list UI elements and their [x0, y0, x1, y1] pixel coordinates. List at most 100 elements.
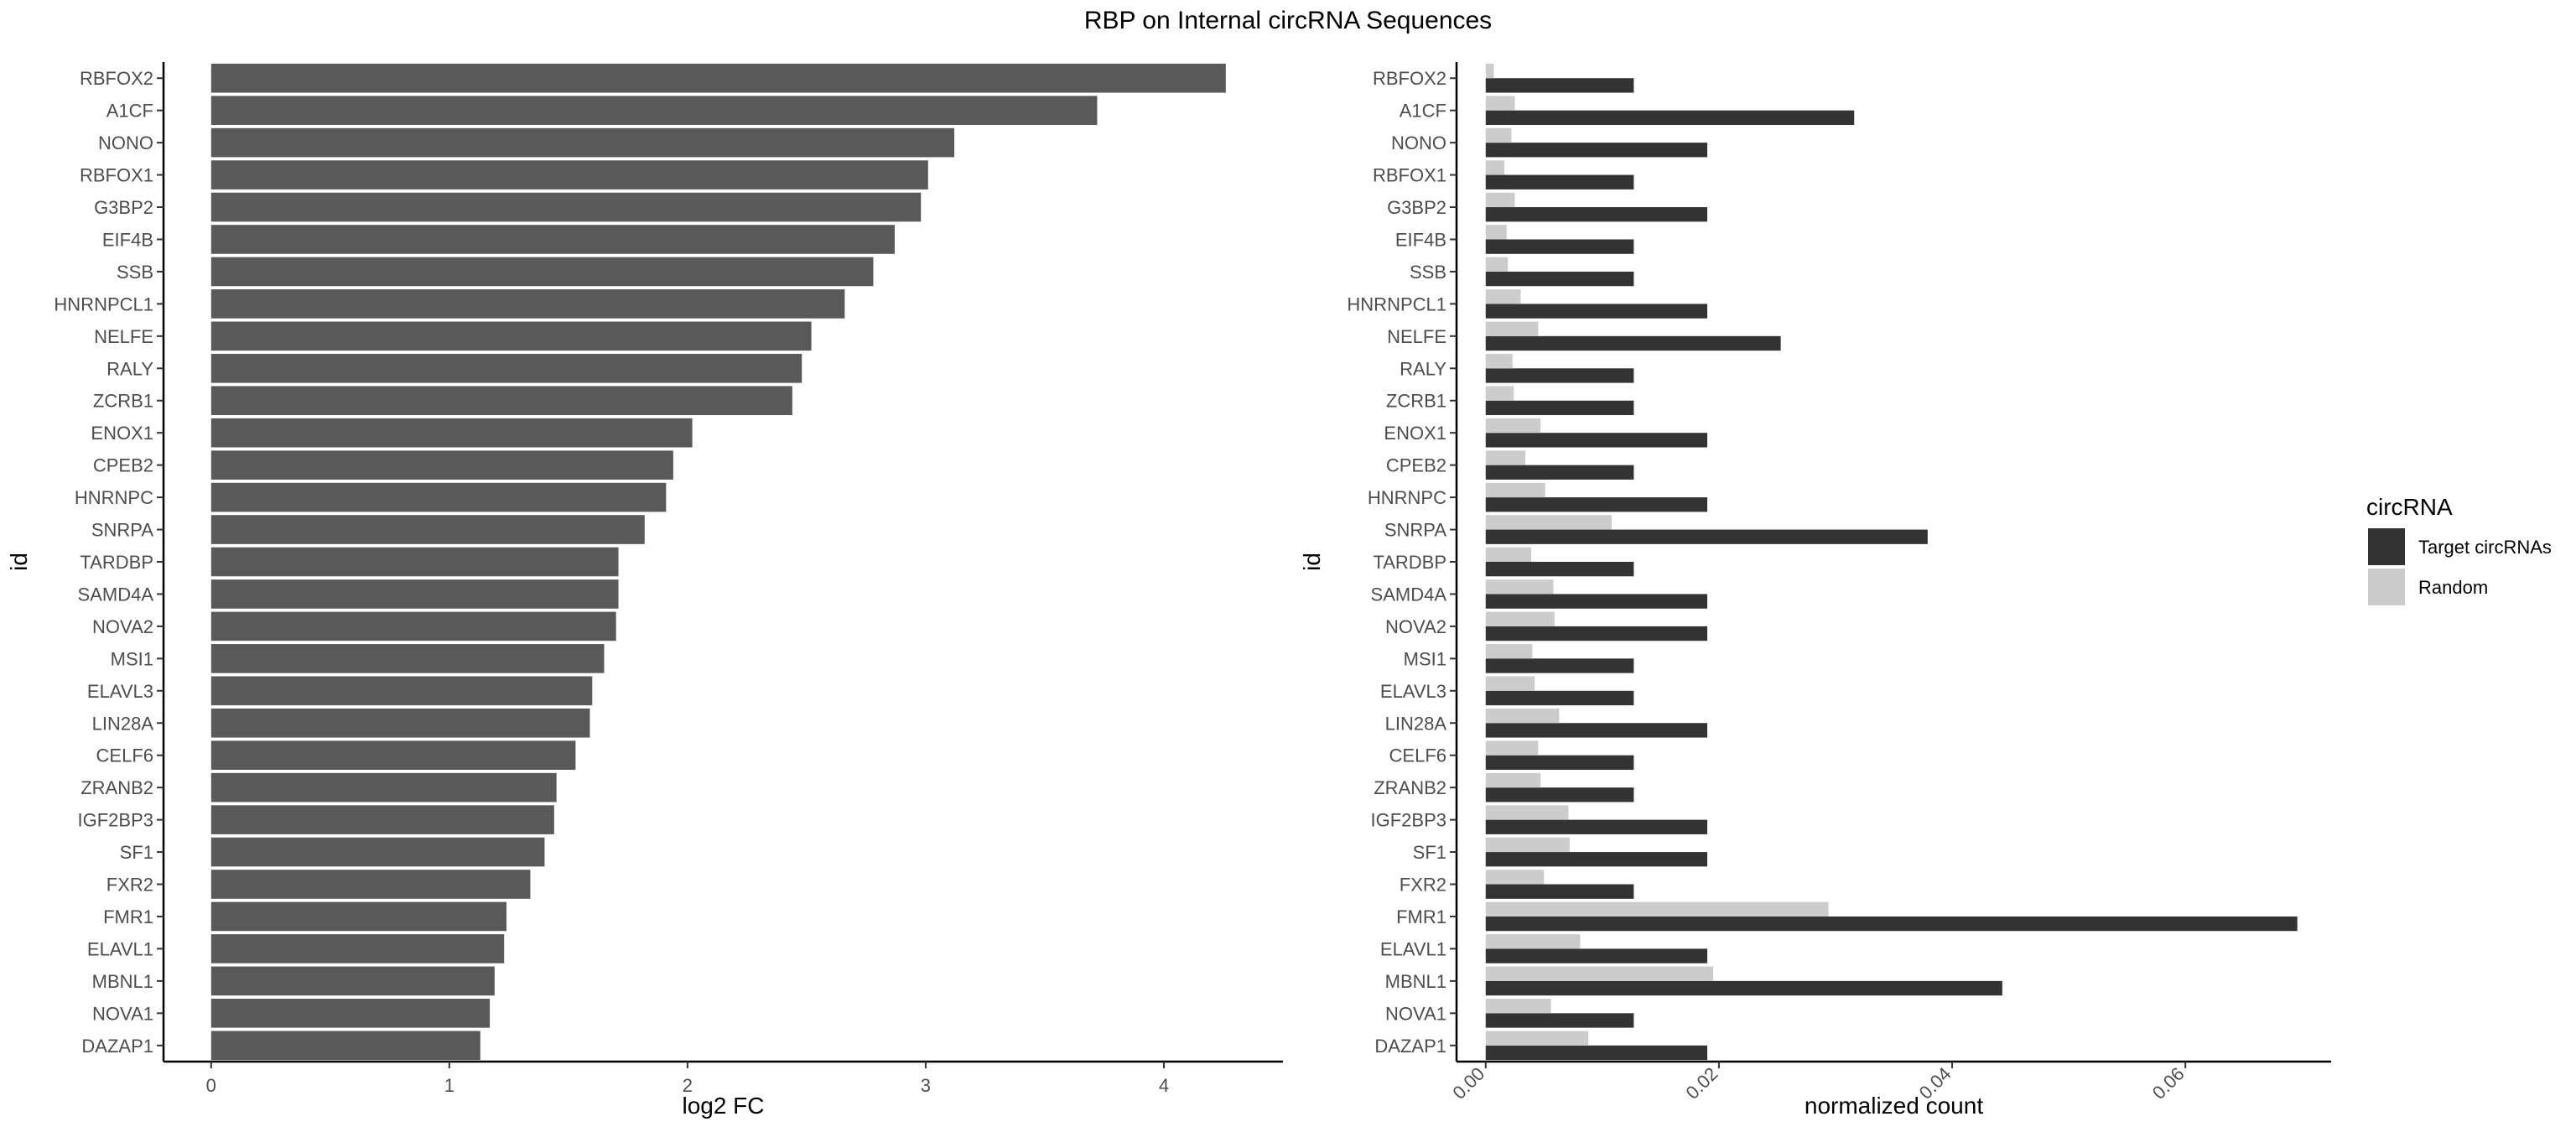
bar — [1485, 529, 1928, 544]
y-tick-label: ELAVL1 — [87, 938, 153, 959]
bar — [1485, 755, 1634, 771]
bar — [210, 644, 605, 673]
bar — [1485, 708, 1560, 724]
bar — [210, 934, 505, 963]
y-tick-label: IGF2BP3 — [78, 810, 153, 831]
x-tick-label: 4 — [1159, 1075, 1169, 1096]
y-tick-label: ENOX1 — [1384, 423, 1446, 444]
bar — [1485, 225, 1507, 240]
bar — [1485, 63, 1494, 79]
y-tick-label: G3BP2 — [94, 197, 153, 218]
bar — [210, 418, 693, 448]
bar — [1485, 335, 1781, 351]
y-tick-label: NELFE — [94, 326, 153, 347]
bar — [1485, 321, 1539, 336]
bar — [1485, 78, 1634, 93]
y-tick-label: NONO — [98, 132, 153, 153]
y-tick-label: ENOX1 — [91, 423, 153, 444]
y-tick-label: ELAVL3 — [1380, 681, 1446, 702]
y-tick-label: NOVA1 — [1385, 1003, 1446, 1024]
bar — [210, 386, 792, 416]
y-tick-label: A1CF — [1400, 101, 1446, 122]
y-tick-label: HNRNPC — [1368, 487, 1446, 508]
y-tick-label: MBNL1 — [1385, 971, 1446, 992]
bar — [1485, 400, 1634, 416]
bar — [1485, 207, 1707, 222]
x-tick-label: 3 — [921, 1075, 931, 1096]
bar — [1485, 289, 1521, 304]
bar — [1485, 239, 1634, 254]
bar — [210, 127, 955, 158]
y-tick-label: SAMD4A — [1371, 584, 1447, 605]
bar — [1485, 450, 1526, 465]
right-chart: RBFOX2A1CFNONORBFOX1G3BP2EIF4BSSBHNRNPCL… — [1299, 62, 2331, 1119]
y-tick-label: RBFOX1 — [1373, 165, 1446, 186]
bar — [1485, 740, 1539, 756]
bar — [1485, 497, 1707, 512]
bar — [1485, 353, 1513, 369]
bar — [1485, 690, 1634, 706]
bar — [210, 482, 667, 512]
bar — [1485, 658, 1634, 673]
x-axis-title: log2 FC — [682, 1093, 764, 1119]
y-tick-label: SAMD4A — [78, 584, 154, 605]
bar — [1485, 433, 1707, 448]
y-tick-label: HNRNPC — [75, 487, 153, 508]
bar — [1485, 160, 1505, 175]
y-tick-label: RALY — [1400, 358, 1446, 379]
bar — [210, 289, 845, 319]
x-tick-label: 0.06 — [2148, 1063, 2189, 1104]
y-tick-label: NOVA2 — [1385, 616, 1446, 637]
bar — [1485, 174, 1634, 190]
bar — [210, 579, 619, 609]
bar — [210, 901, 507, 932]
y-tick-label: A1CF — [106, 101, 153, 122]
y-tick-label: NELFE — [1387, 326, 1446, 347]
y-tick-label: RBFOX2 — [80, 68, 153, 89]
bar — [210, 772, 557, 802]
bar — [1485, 368, 1634, 383]
bar — [1485, 611, 1555, 626]
bar — [1485, 999, 1551, 1014]
bar — [210, 353, 802, 383]
y-tick-label: LIN28A — [92, 713, 154, 734]
x-tick-label: 0.00 — [1448, 1063, 1488, 1104]
y-tick-label: SSB — [1410, 262, 1446, 283]
bar — [1485, 676, 1535, 691]
bar — [1485, 934, 1581, 949]
bar — [210, 225, 896, 254]
bar — [210, 547, 619, 577]
y-tick-label: FXR2 — [1400, 875, 1446, 896]
bar — [1485, 901, 1829, 917]
bar — [1485, 143, 1707, 158]
y-tick-label: CPEB2 — [93, 455, 153, 476]
y-tick-label: SNRPA — [91, 520, 153, 541]
y-tick-label: RBFOX1 — [80, 165, 153, 186]
y-tick-label: CELF6 — [96, 745, 153, 766]
y-tick-label: RALY — [106, 358, 153, 379]
legend-label: Random — [2418, 577, 2488, 598]
bar — [1485, 852, 1707, 867]
y-tick-label: HNRNPCL1 — [1347, 293, 1446, 314]
bar — [1485, 515, 1612, 530]
y-tick-label: HNRNPCL1 — [54, 293, 153, 314]
y-tick-label: LIN28A — [1385, 713, 1447, 734]
bar — [1485, 562, 1634, 577]
chart-title: RBP on Internal circRNA Sequences — [1084, 7, 1492, 34]
x-tick-label: 1 — [444, 1075, 454, 1096]
bar — [1485, 916, 2298, 932]
y-tick-label: IGF2BP3 — [1371, 810, 1446, 831]
bar — [210, 96, 1098, 125]
legend: circRNA Target circRNAs Random — [2366, 494, 2552, 605]
bar — [1485, 870, 1545, 885]
legend-title: circRNA — [2366, 494, 2453, 520]
y-tick-label: CPEB2 — [1386, 455, 1446, 476]
bar — [210, 966, 495, 996]
x-tick-label: 0.02 — [1681, 1063, 1722, 1104]
y-tick-label: FXR2 — [106, 875, 153, 896]
y-tick-label: CELF6 — [1389, 745, 1446, 766]
bar — [1485, 980, 2002, 996]
bar — [210, 321, 812, 351]
y-tick-label: FMR1 — [1396, 906, 1446, 927]
